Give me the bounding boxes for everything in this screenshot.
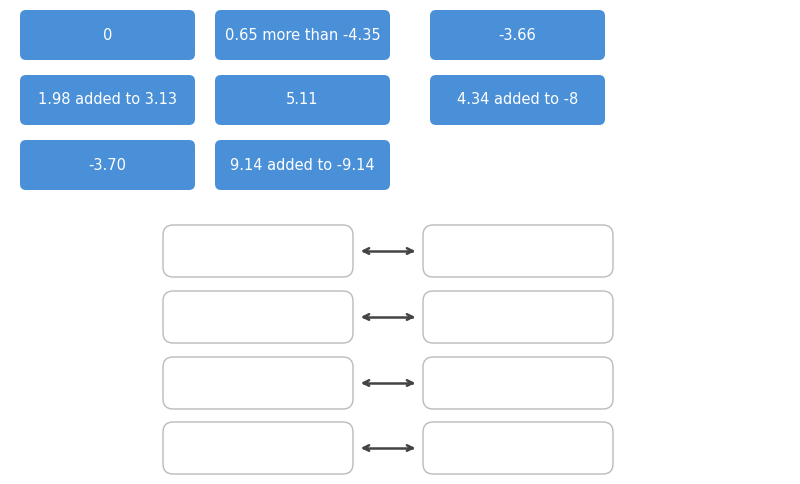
FancyBboxPatch shape xyxy=(423,422,613,474)
FancyBboxPatch shape xyxy=(163,225,353,277)
FancyBboxPatch shape xyxy=(163,357,353,409)
Text: 1.98 added to 3.13: 1.98 added to 3.13 xyxy=(38,92,177,107)
FancyBboxPatch shape xyxy=(215,10,390,60)
FancyBboxPatch shape xyxy=(423,225,613,277)
FancyBboxPatch shape xyxy=(430,10,605,60)
FancyBboxPatch shape xyxy=(20,140,195,190)
FancyBboxPatch shape xyxy=(430,75,605,125)
Text: 9.14 added to -9.14: 9.14 added to -9.14 xyxy=(230,157,375,172)
FancyBboxPatch shape xyxy=(215,140,390,190)
FancyBboxPatch shape xyxy=(20,75,195,125)
FancyBboxPatch shape xyxy=(215,75,390,125)
Text: 5.11: 5.11 xyxy=(286,92,318,107)
FancyBboxPatch shape xyxy=(423,357,613,409)
Text: -3.66: -3.66 xyxy=(498,28,536,43)
FancyBboxPatch shape xyxy=(20,10,195,60)
Text: 0: 0 xyxy=(103,28,112,43)
FancyBboxPatch shape xyxy=(423,291,613,343)
Text: 4.34 added to -8: 4.34 added to -8 xyxy=(457,92,578,107)
FancyBboxPatch shape xyxy=(163,291,353,343)
Text: -3.70: -3.70 xyxy=(89,157,126,172)
Text: 0.65 more than -4.35: 0.65 more than -4.35 xyxy=(225,28,380,43)
FancyBboxPatch shape xyxy=(163,422,353,474)
